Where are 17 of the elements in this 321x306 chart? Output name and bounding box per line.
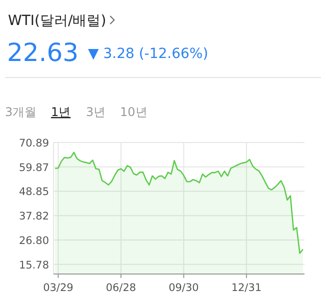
x-tick-label: 12/31 [231,282,262,294]
text: 3년 [86,105,106,119]
y-tick-label: 59.87 [18,162,49,174]
x-tick-label: 03/29 [43,282,74,294]
y-tick-label: 37.82 [18,210,49,223]
text: 22.63 [7,38,79,67]
text: 1년 [51,105,71,119]
y-tick-label: 48.85 [18,186,49,198]
text: 10년 [120,105,148,119]
y-tick-label: 26.80 [18,234,49,247]
y-tick-label: 15.78 [18,259,49,272]
chart-title: WTI(달러/배럴) [8,13,106,29]
text: ▼ 3.28 (-12.66%) [88,46,208,62]
text: 3개월 [5,105,37,119]
x-tick-label: 06/28 [106,282,136,294]
y-tick-label: 70.89 [18,138,49,150]
x-tick-label: 09/30 [168,282,199,294]
